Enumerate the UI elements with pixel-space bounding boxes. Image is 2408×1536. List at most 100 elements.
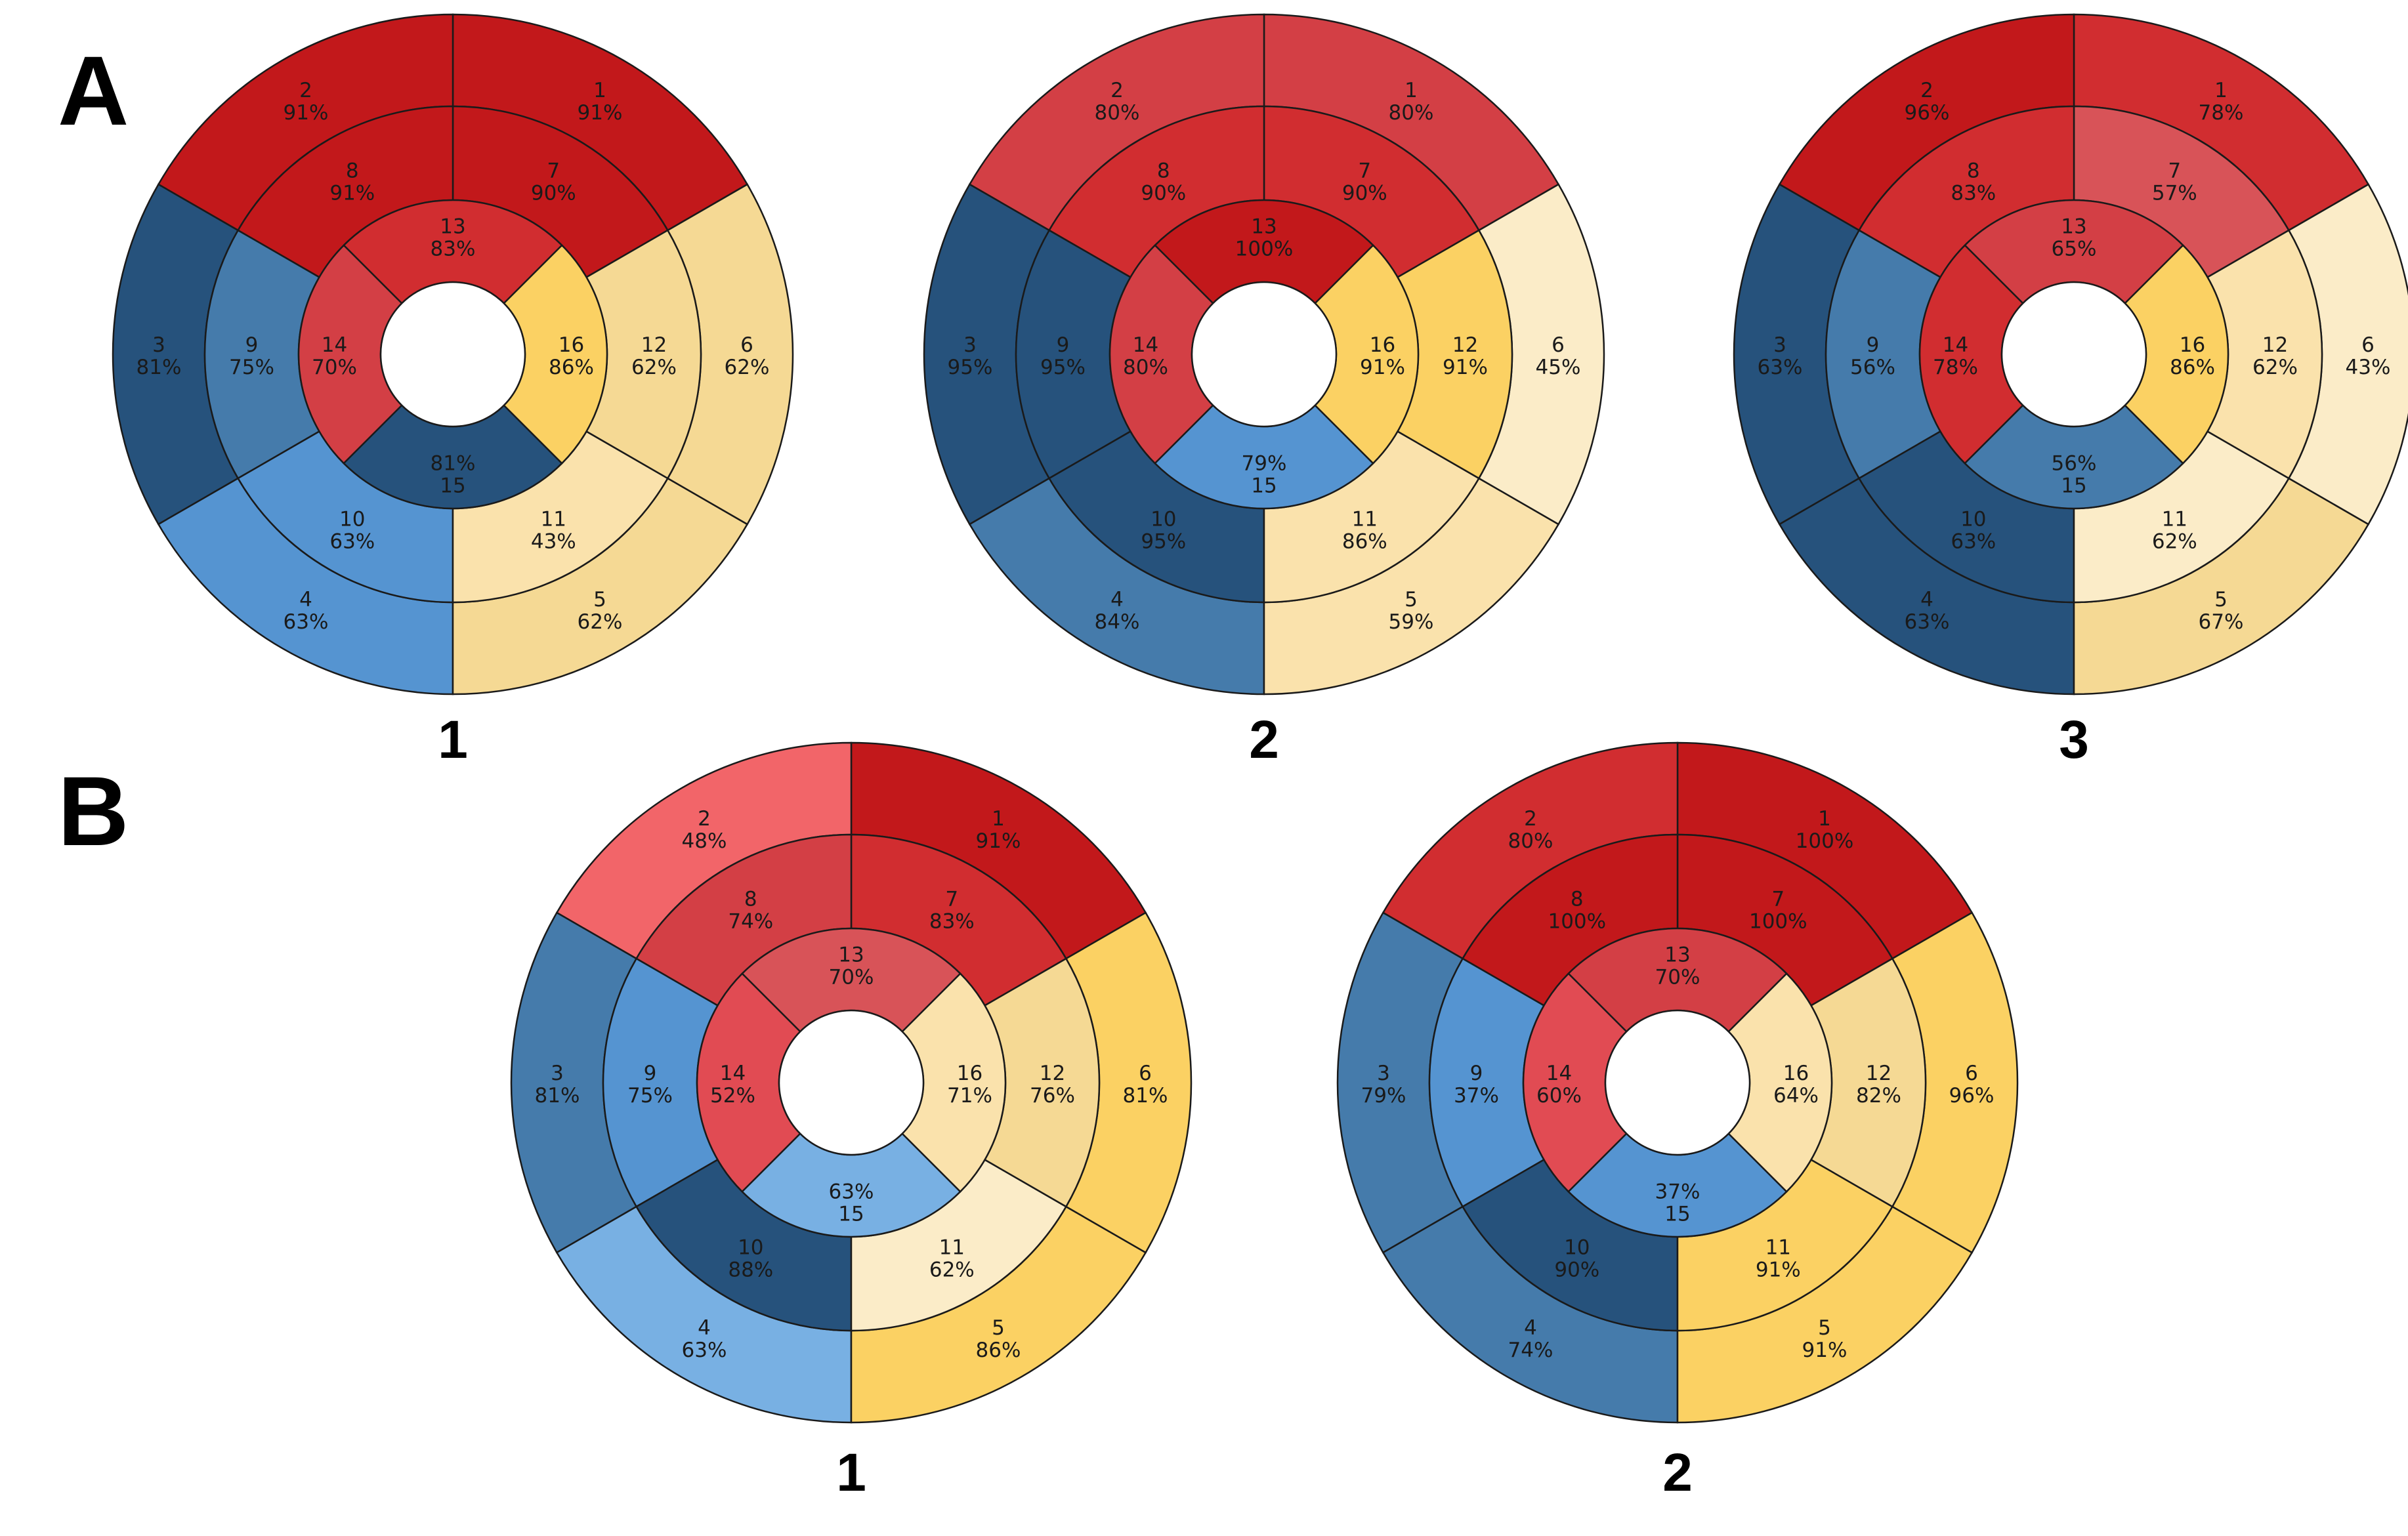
segment-value-label: 67% [2199, 610, 2244, 634]
segment-value-label: 81% [137, 356, 182, 379]
segment-value-label: 70% [1655, 966, 1700, 989]
segment-id-label: 4 [1110, 588, 1124, 612]
segment-value-label: 81% [1123, 1084, 1168, 1108]
segment-value-label: 80% [1389, 101, 1434, 125]
segment-id-label: 6 [1965, 1062, 1978, 1085]
segment-id-label: 7 [1358, 159, 1371, 183]
segment-value-label: 83% [1951, 182, 1996, 205]
segment-id-label: 15 [838, 1203, 864, 1226]
segment-value-label: 62% [578, 610, 623, 634]
segment-value-label: 65% [2052, 238, 2097, 261]
segment-value-label: 48% [682, 829, 727, 853]
segment-id-label: 9 [644, 1062, 657, 1085]
segment-id-label: 5 [992, 1316, 1005, 1340]
segment-id-label: 5 [1405, 588, 1418, 612]
segment-id-label: 10 [339, 507, 365, 531]
segment-id-label: 12 [1452, 333, 1478, 357]
bullseye-chart-a2: 180%280%395%484%559%645%790%890%995%1095… [923, 13, 1605, 695]
segment-id-label: 1 [1405, 79, 1418, 102]
segment-id-label: 8 [1157, 159, 1170, 183]
segment-id-label: 11 [541, 507, 566, 531]
segment-id-label: 2 [299, 79, 312, 102]
segment-id-label: 10 [738, 1235, 763, 1259]
segment-id-label: 3 [152, 333, 165, 357]
segment-id-label: 3 [551, 1062, 564, 1085]
segment-value-label: 79% [1361, 1084, 1406, 1108]
segment-id-label: 7 [1771, 888, 1785, 911]
segment-id-label: 11 [1352, 507, 1378, 531]
segment-id-label: 16 [2180, 333, 2205, 357]
segment-value-label: 70% [829, 966, 874, 989]
bullseye-chart-a3: 178%296%363%463%567%643%757%883%956%1063… [1733, 13, 2408, 695]
bullseye-chart-b1: 191%248%381%463%586%681%783%874%975%1088… [510, 741, 1193, 1424]
segment-id-label: 13 [440, 215, 465, 239]
segment-value-label: 88% [728, 1258, 773, 1281]
segment-id-label: 7 [547, 159, 560, 183]
segment-value-label: 59% [1389, 610, 1434, 634]
segment-value-label: 90% [1141, 182, 1186, 205]
segment-value-label: 80% [1123, 356, 1168, 379]
chart-caption-b1: 1 [836, 1443, 866, 1503]
chart-caption-a2: 2 [1249, 710, 1279, 770]
segment-value-label: 79% [1242, 452, 1287, 476]
segment-id-label: 13 [838, 944, 864, 967]
center-hole [1191, 281, 1338, 428]
segment-id-label: 1 [2214, 79, 2228, 102]
segment-value-label: 96% [1949, 1084, 1995, 1108]
segment-id-label: 13 [1251, 215, 1277, 239]
segment-id-label: 12 [1866, 1062, 1891, 1085]
segment-value-label: 63% [284, 610, 329, 634]
segment-value-label: 83% [431, 238, 476, 261]
segment-id-label: 7 [945, 888, 958, 911]
segment-value-label: 63% [682, 1339, 727, 1362]
segment-value-label: 91% [976, 829, 1021, 853]
center-hole [379, 281, 526, 428]
segment-value-label: 37% [1454, 1084, 1499, 1108]
segment-value-label: 91% [1360, 356, 1405, 379]
segment-value-label: 56% [2052, 452, 2097, 476]
segment-id-label: 5 [1818, 1316, 1831, 1340]
segment-value-label: 62% [929, 1258, 975, 1281]
segment-value-label: 91% [1802, 1339, 1848, 1362]
segment-id-label: 14 [322, 333, 347, 357]
segment-value-label: 95% [948, 356, 993, 379]
segment-id-label: 5 [2214, 588, 2228, 612]
segment-id-label: 6 [1139, 1062, 1152, 1085]
segment-value-label: 91% [329, 182, 375, 205]
segment-value-label: 75% [627, 1084, 673, 1108]
segment-value-label: 80% [1508, 829, 1553, 853]
segment-value-label: 86% [549, 356, 594, 379]
segment-value-label: 62% [725, 356, 770, 379]
segment-value-label: 91% [284, 101, 329, 125]
segment-value-label: 43% [531, 529, 576, 553]
segment-id-label: 15 [440, 474, 465, 498]
chart-caption-a3: 3 [2059, 710, 2089, 770]
segment-value-label: 57% [2152, 182, 2197, 205]
segment-value-label: 90% [531, 182, 576, 205]
segment-id-label: 1 [1818, 807, 1831, 831]
segment-value-label: 90% [1342, 182, 1387, 205]
segment-id-label: 3 [1773, 333, 1786, 357]
segment-id-label: 4 [1524, 1316, 1537, 1340]
segment-value-label: 70% [312, 356, 357, 379]
segment-id-label: 8 [1571, 888, 1584, 911]
segment-id-label: 13 [1664, 944, 1690, 967]
segment-id-label: 10 [1564, 1235, 1590, 1259]
center-hole [778, 1009, 925, 1156]
segment-id-label: 10 [1151, 507, 1176, 531]
center-hole [1604, 1009, 1751, 1156]
segment-value-label: 43% [2346, 356, 2391, 379]
panel-letter-b: B [58, 756, 129, 866]
segment-value-label: 63% [1951, 529, 1996, 553]
segment-value-label: 63% [1905, 610, 1950, 634]
segment-value-label: 96% [1905, 101, 1950, 125]
segment-id-label: 11 [2162, 507, 2187, 531]
segment-id-label: 4 [698, 1316, 711, 1340]
segment-id-label: 11 [1765, 1235, 1791, 1259]
segment-id-label: 6 [740, 333, 753, 357]
segment-id-label: 9 [245, 333, 259, 357]
segment-id-label: 6 [1552, 333, 1565, 357]
segment-value-label: 81% [535, 1084, 580, 1108]
segment-value-label: 78% [2199, 101, 2244, 125]
segment-id-label: 14 [1943, 333, 1968, 357]
